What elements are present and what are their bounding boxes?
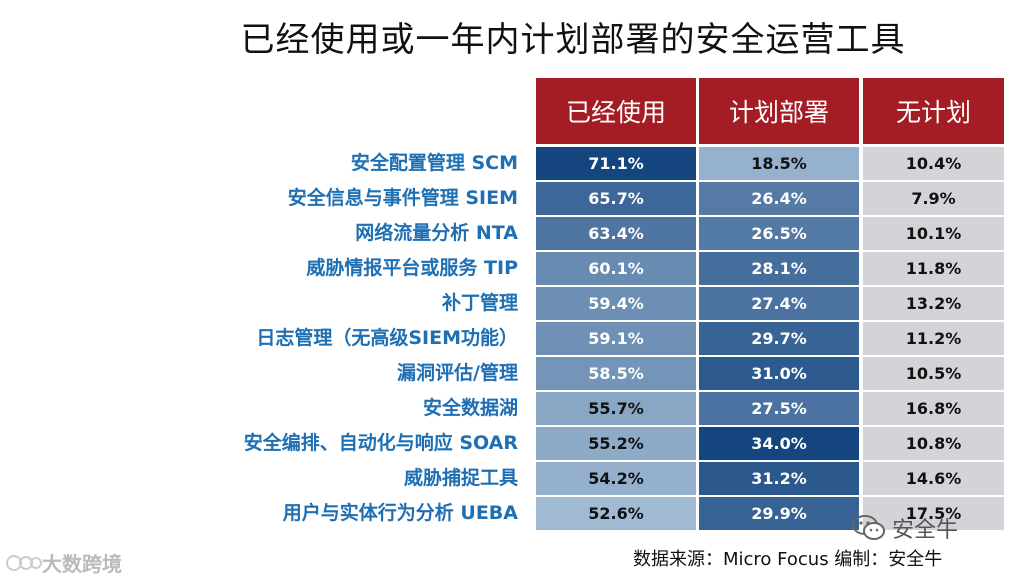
table-cell: 10.4% bbox=[863, 147, 1004, 180]
table-cell: 29.7% bbox=[699, 322, 859, 355]
row-label: 网络流量分析 NTA bbox=[355, 222, 518, 244]
row-label: 安全数据湖 bbox=[422, 397, 518, 419]
row-label: 日志管理（无高级SIEM功能） bbox=[256, 327, 518, 349]
table-cell: 31.0% bbox=[699, 357, 859, 390]
wechat-icon bbox=[852, 515, 885, 540]
table-cell: 29.9% bbox=[699, 497, 859, 530]
table-cell: 10.5% bbox=[863, 357, 1004, 390]
table-cell: 71.1% bbox=[536, 147, 696, 180]
table-cell: 7.9% bbox=[863, 182, 1004, 215]
table-cell: 55.7% bbox=[536, 392, 696, 425]
table-cell: 14.6% bbox=[863, 462, 1004, 495]
column-header-2: 计划部署 bbox=[699, 78, 859, 144]
row-label: 威胁捕捉工具 bbox=[403, 467, 518, 489]
table-cell: 34.0% bbox=[699, 427, 859, 460]
table-cell: 27.4% bbox=[699, 287, 859, 320]
source-footer: 数据来源：Micro Focus 编制：安全牛 bbox=[633, 549, 943, 570]
table-cell: 59.4% bbox=[536, 287, 696, 320]
table-cell: 16.8% bbox=[863, 392, 1004, 425]
column-header-3: 无计划 bbox=[863, 78, 1004, 144]
table-cell: 63.4% bbox=[536, 217, 696, 250]
table-cell: 26.5% bbox=[699, 217, 859, 250]
table-cell: 18.5% bbox=[699, 147, 859, 180]
row-label: 安全信息与事件管理 SIEM bbox=[287, 187, 518, 209]
table-cell: 17.5% bbox=[863, 497, 1004, 530]
table-cell: 28.1% bbox=[699, 252, 859, 285]
brand-watermark-text: 安全牛 bbox=[892, 518, 959, 543]
logo-icon bbox=[6, 554, 42, 571]
row-label: 安全编排、自动化与响应 SOAR bbox=[243, 432, 518, 454]
source-watermark: 大数跨境 bbox=[6, 548, 122, 577]
table-cell: 58.5% bbox=[536, 357, 696, 390]
table-cell: 31.2% bbox=[699, 462, 859, 495]
table-cell: 55.2% bbox=[536, 427, 696, 460]
table-cell: 65.7% bbox=[536, 182, 696, 215]
source-watermark-text: 大数跨境 bbox=[42, 552, 122, 576]
row-label: 补丁管理 bbox=[441, 292, 518, 314]
column-header-1: 已经使用 bbox=[536, 78, 696, 144]
table-cell: 60.1% bbox=[536, 252, 696, 285]
table-cell: 13.2% bbox=[863, 287, 1004, 320]
row-label: 安全配置管理 SCM bbox=[350, 152, 518, 174]
table-cell: 10.8% bbox=[863, 427, 1004, 460]
table-cell: 52.6% bbox=[536, 497, 696, 530]
table-cell: 54.2% bbox=[536, 462, 696, 495]
table-cell: 59.1% bbox=[536, 322, 696, 355]
table-cell: 27.5% bbox=[699, 392, 859, 425]
page-title: 已经使用或一年内计划部署的安全运营工具 bbox=[240, 20, 906, 60]
row-label: 威胁情报平台或服务 TIP bbox=[306, 257, 518, 279]
table-cell: 11.2% bbox=[863, 322, 1004, 355]
row-label: 用户与实体行为分析 UEBA bbox=[282, 502, 518, 524]
table-cell: 11.8% bbox=[863, 252, 1004, 285]
brand-watermark: 安全牛 bbox=[852, 512, 958, 544]
table-cell: 10.1% bbox=[863, 217, 1004, 250]
table-cell: 26.4% bbox=[699, 182, 859, 215]
row-label: 漏洞评估/管理 bbox=[397, 362, 518, 384]
